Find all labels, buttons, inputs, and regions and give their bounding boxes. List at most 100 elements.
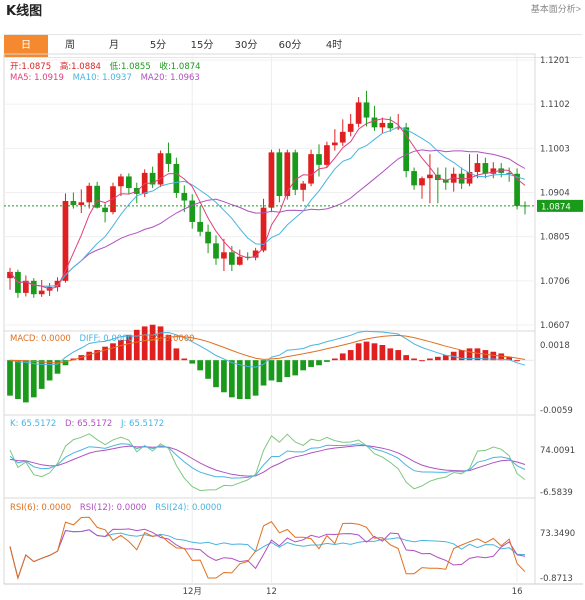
macd-bar bbox=[102, 346, 108, 361]
candle bbox=[490, 168, 497, 174]
last-price-badge bbox=[537, 199, 583, 212]
macd-bar bbox=[355, 343, 362, 361]
open-label: 开:1.0875 bbox=[10, 62, 52, 72]
candle bbox=[213, 243, 219, 259]
macd-y-tick-label: 0.0018 bbox=[540, 341, 570, 351]
candle bbox=[70, 200, 77, 205]
macd-bar bbox=[316, 360, 322, 366]
price-y-tick-label: 1.0805 bbox=[540, 233, 570, 243]
candle bbox=[94, 185, 101, 208]
dea-label: DEA: 0.0000 bbox=[141, 334, 195, 344]
candle bbox=[189, 200, 196, 222]
candle bbox=[149, 172, 156, 185]
candle bbox=[442, 180, 449, 183]
kdj-y-tick-label: 74.0091 bbox=[540, 446, 575, 456]
macd-bar bbox=[363, 341, 370, 361]
macd-bar bbox=[252, 360, 259, 396]
macd-bar bbox=[165, 334, 172, 361]
rsi-legend: RSI(6): 0.0000 RSI(12): 0.0000 RSI(24): … bbox=[10, 503, 228, 513]
candle bbox=[173, 163, 180, 193]
candle bbox=[347, 123, 354, 132]
macd-bar bbox=[118, 339, 124, 361]
candle bbox=[363, 102, 370, 118]
macd-bar bbox=[442, 355, 449, 361]
ohlc-legend: 开:1.0875 高:1.0884 低:1.0855 收:1.0874 bbox=[10, 60, 207, 72]
macd-bar bbox=[490, 351, 497, 361]
macd-bar bbox=[411, 358, 417, 361]
candle bbox=[403, 127, 410, 172]
price-y-tick-label: 1.1201 bbox=[540, 56, 570, 66]
candle bbox=[514, 173, 520, 206]
macd-bar bbox=[260, 360, 267, 386]
ma20-line bbox=[9, 149, 526, 287]
macd-bar bbox=[276, 360, 283, 383]
candle bbox=[387, 122, 394, 129]
candle bbox=[62, 200, 69, 281]
macd-bar bbox=[379, 345, 386, 361]
macd-bar bbox=[205, 360, 211, 379]
tab-15min[interactable]: 15分 bbox=[190, 40, 214, 51]
macd-bar bbox=[403, 355, 410, 361]
tab-month[interactable]: 月 bbox=[109, 40, 119, 51]
candle bbox=[165, 153, 172, 164]
macd-bar bbox=[514, 360, 520, 362]
candle bbox=[157, 153, 164, 185]
fundamental-analysis-link[interactable]: 基本面分析> bbox=[530, 4, 581, 14]
ma-legend: MA5: 1.0919 MA10: 1.0937 MA20: 1.0963 bbox=[10, 73, 206, 83]
macd-bar bbox=[46, 360, 53, 381]
candle bbox=[419, 178, 425, 186]
macd-bar bbox=[474, 348, 481, 361]
macd-bar bbox=[308, 360, 314, 367]
rsi12-line bbox=[9, 528, 526, 580]
macd-bar bbox=[62, 360, 69, 366]
candle bbox=[125, 176, 132, 189]
k-line bbox=[9, 443, 526, 479]
candle bbox=[78, 202, 85, 205]
candle bbox=[118, 176, 124, 187]
candle bbox=[30, 280, 37, 295]
macd-bar bbox=[268, 360, 275, 381]
rsi12-label: RSI(12): 0.0000 bbox=[79, 503, 147, 513]
macd-bar bbox=[173, 348, 180, 361]
tab-4hour[interactable]: 4时 bbox=[325, 40, 343, 51]
x-tick-label: 16 bbox=[512, 587, 523, 597]
macd-bar bbox=[395, 350, 402, 361]
tab-5min[interactable]: 5分 bbox=[149, 40, 167, 51]
candle bbox=[308, 154, 314, 184]
macd-bar bbox=[15, 360, 21, 400]
rsi24-label: RSI(24): 0.0000 bbox=[155, 503, 222, 513]
tab-week[interactable]: 周 bbox=[65, 40, 75, 51]
macd-bar bbox=[38, 360, 45, 389]
high-label: 高:1.0884 bbox=[59, 62, 101, 72]
low-label: 低:1.0855 bbox=[109, 62, 151, 72]
macd-y-tick-label: -0.0059 bbox=[540, 406, 573, 416]
macd-bar bbox=[339, 353, 346, 361]
j-label: J: 65.5172 bbox=[120, 419, 165, 429]
ma5-label: MA5: 1.0919 bbox=[10, 73, 64, 83]
price-y-tick-label: 1.1003 bbox=[540, 144, 570, 154]
macd-bar bbox=[506, 356, 513, 361]
ma10-line bbox=[9, 126, 526, 287]
macd-bar bbox=[7, 360, 13, 396]
macd-bar bbox=[86, 351, 93, 361]
price-y-tick-label: 1.0706 bbox=[540, 277, 570, 287]
macd-bar bbox=[181, 358, 188, 361]
candle bbox=[197, 221, 204, 232]
macd-bar bbox=[189, 360, 196, 364]
macd-bar bbox=[157, 326, 164, 361]
macd-bar bbox=[427, 358, 433, 361]
candle bbox=[324, 145, 330, 165]
tab-30min[interactable]: 30分 bbox=[234, 40, 258, 51]
candle bbox=[427, 174, 433, 179]
candle bbox=[371, 117, 378, 128]
x-tick-label: 12月 bbox=[183, 587, 202, 597]
candle bbox=[205, 231, 211, 244]
candle bbox=[260, 207, 267, 251]
tab-60min[interactable]: 60分 bbox=[278, 40, 302, 51]
macd-bar bbox=[221, 360, 227, 393]
candle bbox=[339, 131, 346, 143]
candle bbox=[86, 185, 93, 203]
rsi24-line bbox=[9, 529, 526, 580]
tab-day[interactable]: 日 bbox=[4, 35, 48, 57]
